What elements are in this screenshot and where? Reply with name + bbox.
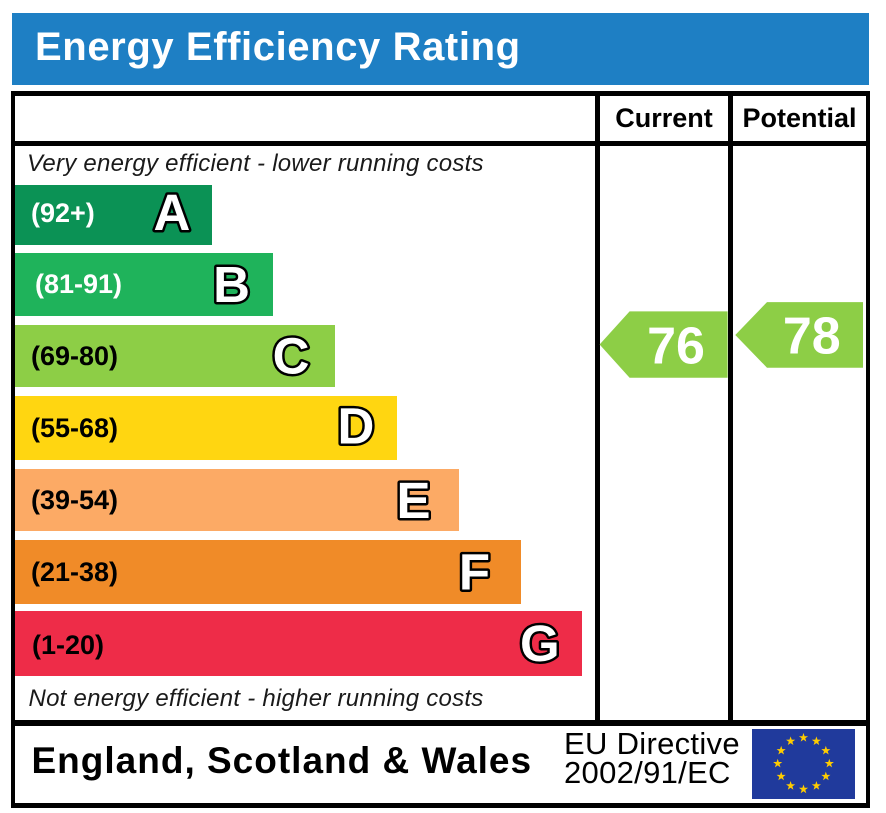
svg-text:E: E [396,472,430,529]
svg-text:F: F [459,544,490,601]
svg-text:A: A [153,184,190,241]
svg-text:D: D [337,398,374,455]
svg-text:G: G [520,615,560,672]
svg-text:B: B [213,256,250,313]
svg-text:76: 76 [647,318,705,376]
svg-text:78: 78 [783,308,841,366]
svg-text:C: C [273,328,310,385]
